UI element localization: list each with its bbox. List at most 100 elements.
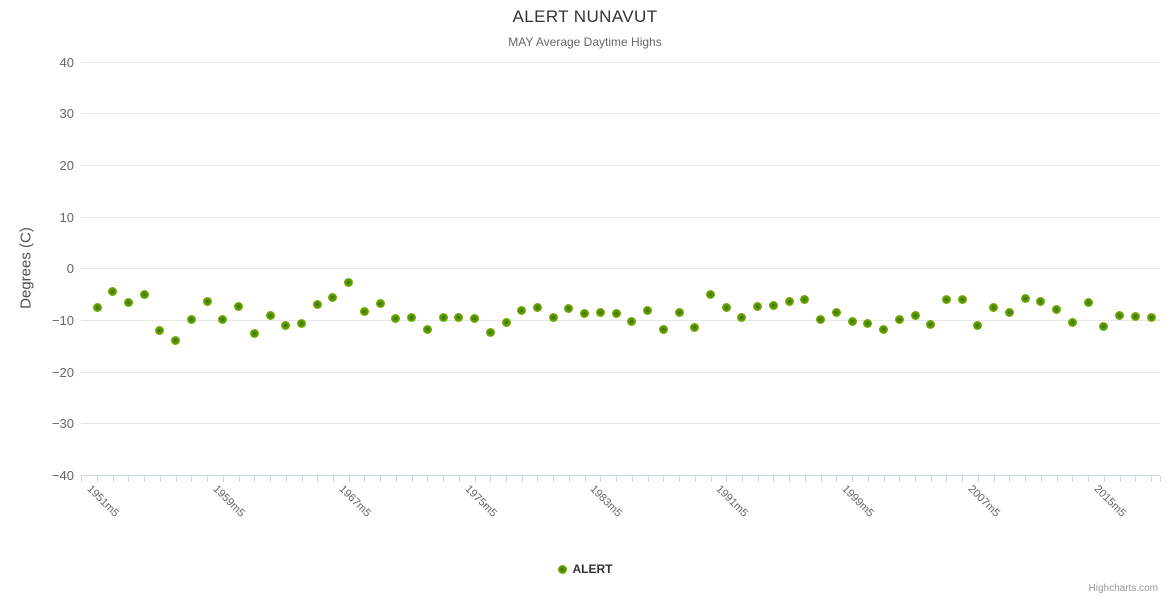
data-point[interactable] [171,336,181,346]
x-axis-tick [789,476,791,482]
data-point[interactable] [674,307,684,317]
data-point[interactable] [438,313,448,323]
x-axis-tick-label: 1999m5 [839,483,877,520]
data-point[interactable] [391,314,401,324]
chart-title: ALERT NUNAVUT [512,7,658,26]
data-point[interactable] [454,312,464,322]
y-gridline [81,319,1160,321]
data-point[interactable] [234,301,244,311]
data-point[interactable] [517,305,527,315]
x-axis-tick [159,476,161,482]
data-point[interactable] [155,325,165,335]
data-point[interactable] [328,292,338,302]
data-point[interactable] [297,318,306,328]
y-gridline [81,371,1160,373]
x-axis-line [81,475,1160,476]
y-gridline [81,164,1160,166]
data-point[interactable] [580,309,590,319]
x-axis-tick [867,476,869,482]
data-point[interactable] [879,325,889,335]
x-axis-tick [741,476,743,482]
legend-item-alert[interactable]: ALERT [557,562,613,576]
data-point[interactable] [532,302,542,312]
data-point[interactable] [1099,322,1109,332]
data-point[interactable] [202,297,212,307]
x-axis-tick [977,476,979,482]
data-point[interactable] [910,310,920,320]
data-point[interactable] [485,327,495,337]
data-point[interactable] [926,319,936,329]
data-point[interactable] [721,303,731,313]
x-axis-tick [993,476,995,482]
data-point[interactable] [863,319,873,329]
data-point[interactable] [768,300,778,310]
data-point[interactable] [1067,317,1077,327]
data-point[interactable] [1130,312,1140,322]
data-point[interactable] [973,321,983,331]
data-point[interactable] [123,298,133,308]
x-axis-tick-label: 2007m5 [965,483,1003,520]
y-gridline [81,268,1160,270]
x-axis-tick-label: 1951m5 [84,483,122,520]
data-point[interactable] [564,303,574,313]
x-axis-tick [411,476,413,482]
data-point[interactable] [375,298,385,308]
x-axis-tick [443,476,445,482]
y-axis-tick-label: −40 [51,468,74,483]
data-point[interactable] [831,308,841,318]
x-axis-tick [222,476,224,482]
x-axis-tick [962,476,964,482]
data-point[interactable] [139,290,149,300]
data-point[interactable] [643,305,653,315]
data-point[interactable] [501,318,511,328]
data-point[interactable] [108,287,118,296]
data-point[interactable] [1036,297,1046,307]
data-point[interactable] [989,303,999,313]
x-axis-tick-label: 1959m5 [210,483,247,520]
x-axis-tick [1040,476,1042,482]
x-axis-tick [128,476,130,482]
data-point[interactable] [706,289,716,299]
data-point[interactable] [407,312,417,322]
data-point[interactable] [359,307,369,317]
data-point[interactable] [249,328,259,338]
x-axis-tick [804,476,806,482]
data-point[interactable] [941,295,951,305]
data-point[interactable] [595,308,605,318]
data-point[interactable] [312,299,322,309]
data-point[interactable] [548,313,558,323]
data-point[interactable] [1115,311,1125,321]
data-point[interactable] [1004,307,1014,317]
data-point[interactable] [92,303,102,313]
x-axis-tick [1119,476,1121,482]
y-axis-tick-label: −20 [51,364,74,380]
data-point[interactable] [816,314,826,324]
data-point[interactable] [1052,305,1062,315]
data-point[interactable] [218,314,228,324]
data-point[interactable] [784,296,794,306]
x-axis-tick [537,476,539,482]
data-point[interactable] [894,315,904,325]
data-point[interactable] [1146,313,1156,323]
data-point[interactable] [281,321,291,331]
data-point[interactable] [847,316,857,326]
data-point[interactable] [344,277,354,287]
data-point[interactable] [957,294,967,304]
highcharts-credits-link[interactable]: Highcharts.com [1088,583,1158,594]
data-point[interactable] [690,322,700,332]
data-point[interactable] [422,324,432,334]
data-point[interactable] [627,316,637,326]
data-point[interactable] [800,294,810,304]
data-point[interactable] [1083,298,1093,308]
data-point[interactable] [1020,294,1030,304]
x-axis-tick [427,476,429,482]
data-point[interactable] [753,301,763,311]
data-point[interactable] [658,324,668,334]
data-point[interactable] [186,314,196,324]
data-point[interactable] [737,313,747,323]
x-axis-tick [852,476,854,482]
data-point[interactable] [611,308,621,318]
data-point[interactable] [265,310,275,320]
data-point[interactable] [470,314,480,324]
x-axis-tick [332,476,334,482]
